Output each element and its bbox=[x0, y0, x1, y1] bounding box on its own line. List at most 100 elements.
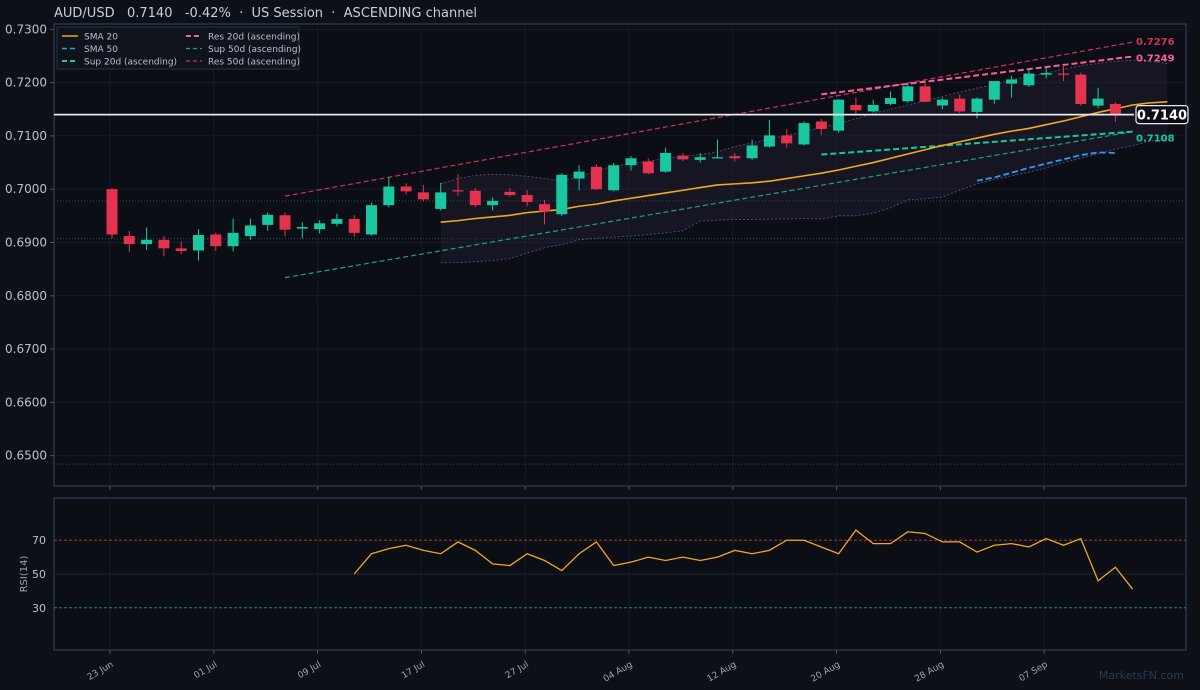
candle-body bbox=[971, 98, 983, 112]
candle-body bbox=[366, 205, 377, 235]
legend-label: SMA 50 bbox=[84, 45, 118, 55]
sup-value-label: 0.7108 bbox=[1136, 134, 1175, 145]
candle-body bbox=[694, 157, 706, 160]
candle-body bbox=[383, 186, 395, 206]
rsi-tick-label: 30 bbox=[32, 602, 46, 615]
legend-label: Sup 20d (ascending) bbox=[84, 58, 177, 68]
candle-body bbox=[590, 166, 602, 190]
x-tick-label: 07 Sep bbox=[1018, 660, 1050, 684]
candle-body bbox=[106, 189, 118, 235]
candle-body bbox=[885, 98, 896, 104]
x-tick-label: 20 Aug bbox=[809, 660, 842, 685]
candle-body bbox=[936, 99, 948, 106]
candle-body bbox=[746, 145, 758, 159]
rsi-tick-label: 70 bbox=[32, 534, 46, 547]
rsi-tick-label: 50 bbox=[32, 568, 46, 581]
price-panel-frame bbox=[53, 23, 1187, 487]
candle-body bbox=[469, 190, 481, 206]
candle-body bbox=[850, 104, 862, 111]
watermark: MarketsFN.com bbox=[1098, 669, 1184, 682]
candle-body bbox=[867, 104, 879, 112]
candle-body bbox=[763, 135, 775, 147]
y-tick-label: 0.6800 bbox=[5, 289, 47, 303]
candle-body bbox=[1075, 74, 1087, 104]
candle-body bbox=[1109, 103, 1121, 115]
candle-body bbox=[487, 200, 499, 206]
candle-body bbox=[400, 186, 412, 192]
candle-body bbox=[296, 227, 308, 229]
candle-body bbox=[314, 223, 326, 230]
candle-body bbox=[417, 192, 429, 200]
x-tick-label: 27 Jul bbox=[504, 660, 531, 681]
candle-body bbox=[1023, 73, 1035, 86]
x-tick-label: 17 Jul bbox=[400, 660, 427, 681]
y-tick-label: 0.7000 bbox=[5, 182, 47, 196]
current-price-badge bbox=[1135, 104, 1189, 125]
candle-body bbox=[798, 123, 810, 145]
sup50-line bbox=[284, 131, 1133, 279]
legend-label: SMA 20 bbox=[84, 33, 118, 43]
candle-body bbox=[677, 155, 689, 160]
candle-body bbox=[1058, 73, 1069, 75]
candle-body bbox=[815, 121, 827, 129]
legend-label: Sup 50d (ascending) bbox=[208, 45, 301, 55]
candle-body bbox=[227, 232, 239, 247]
res50-value-label: 0.7276 bbox=[1136, 37, 1175, 48]
res20-value-label: 0.7249 bbox=[1136, 54, 1175, 65]
y-tick-label: 0.7300 bbox=[5, 22, 47, 36]
candle-body bbox=[608, 165, 620, 191]
x-tick-label: 04 Aug bbox=[602, 660, 635, 685]
legend: SMA 20 SMA 50 Sup 20d (ascending) Res 20d (… bbox=[56, 26, 301, 70]
sup20-line bbox=[821, 130, 1133, 156]
candle-body bbox=[954, 98, 966, 112]
y-tick-label: 0.6600 bbox=[5, 395, 47, 409]
candle-body bbox=[175, 248, 187, 252]
candle-body bbox=[642, 161, 654, 174]
candle-body bbox=[729, 156, 741, 159]
candle-body bbox=[279, 215, 291, 230]
y-tick-label: 0.7200 bbox=[5, 76, 47, 90]
legend-box bbox=[56, 26, 300, 70]
y-tick-label: 0.6700 bbox=[5, 342, 47, 356]
candle-body bbox=[556, 174, 568, 215]
x-tick-label: 28 Aug bbox=[913, 660, 946, 685]
candle-body bbox=[1040, 73, 1052, 75]
chart-title: AUD/USD 0.7140 -0.42% · US Session · ASC… bbox=[54, 6, 478, 21]
candle-body bbox=[539, 204, 550, 212]
rsi-line bbox=[353, 529, 1134, 590]
candle-body bbox=[1092, 98, 1104, 106]
current-price-label: 0.7140 bbox=[1137, 109, 1187, 124]
x-tick-label: 23 Jun bbox=[86, 660, 116, 683]
legend-label: Res 20d (ascending) bbox=[208, 33, 300, 43]
candle-body bbox=[1006, 79, 1018, 84]
legend-label: Res 50d (ascending) bbox=[208, 58, 300, 68]
candle-body bbox=[193, 235, 204, 251]
candle-body bbox=[504, 191, 516, 196]
sma50-line bbox=[976, 151, 1116, 182]
candle-body bbox=[573, 171, 585, 179]
candle-body bbox=[210, 234, 222, 247]
res20-line bbox=[821, 55, 1133, 96]
candle-body bbox=[902, 86, 914, 102]
candle-body bbox=[331, 219, 343, 224]
y-tick-label: 0.6500 bbox=[5, 449, 47, 463]
x-tick-label: 01 Jul bbox=[193, 660, 220, 681]
candle-body bbox=[262, 214, 274, 225]
bollinger-lower bbox=[440, 139, 1168, 264]
candle-body bbox=[712, 157, 723, 159]
candle-body bbox=[123, 236, 135, 245]
candle-body bbox=[158, 239, 170, 249]
y-tick-label: 0.6900 bbox=[5, 235, 47, 249]
rsi-axis-label: RSI(14) bbox=[19, 556, 30, 593]
candle-body bbox=[988, 81, 1000, 100]
bollinger-band-fill bbox=[440, 60, 1168, 263]
candle-body bbox=[244, 225, 256, 237]
x-tick-label: 12 Aug bbox=[706, 660, 739, 685]
candle-body bbox=[452, 190, 464, 192]
candle-body bbox=[919, 86, 931, 102]
x-tick-label: 09 Jul bbox=[296, 660, 323, 681]
candle-body bbox=[781, 135, 793, 144]
candle-body bbox=[521, 195, 533, 202]
